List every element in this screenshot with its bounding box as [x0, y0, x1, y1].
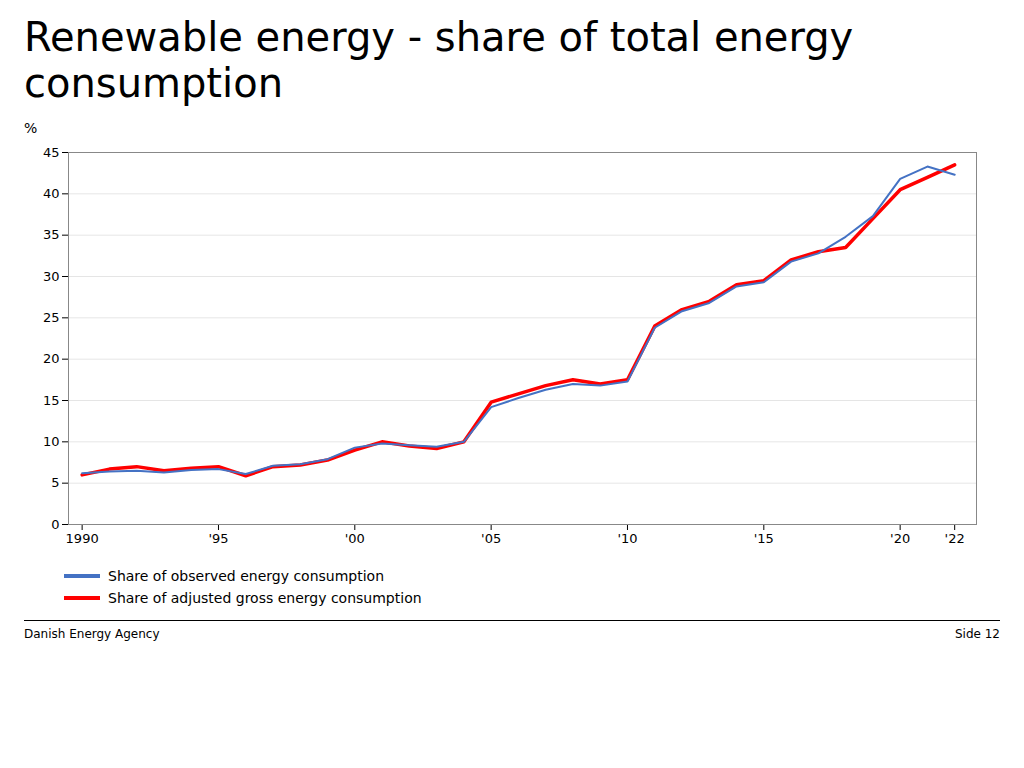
- svg-text:20: 20: [43, 351, 60, 366]
- svg-text:1990: 1990: [66, 531, 99, 546]
- svg-text:10: 10: [43, 434, 60, 449]
- svg-text:25: 25: [43, 310, 60, 325]
- svg-text:15: 15: [43, 393, 60, 408]
- svg-text:'22: '22: [945, 531, 965, 546]
- svg-text:'10: '10: [617, 531, 637, 546]
- svg-text:'15: '15: [754, 531, 774, 546]
- svg-text:'00: '00: [345, 531, 365, 546]
- html-text:Renewable energy - share of to: Renewable energy - share of total energy…: [24, 14, 854, 106]
- svg-text:'95: '95: [208, 531, 228, 546]
- svg-text:5: 5: [51, 475, 59, 490]
- svg-text:45: 45: [43, 145, 60, 160]
- svg-text:0: 0: [51, 517, 59, 532]
- svg-text:'05: '05: [481, 531, 501, 546]
- svg-text:30: 30: [43, 269, 60, 284]
- html-text:Side 12: Side 12: [955, 627, 1000, 641]
- html-text:Danish Energy Agency: Danish Energy Agency: [24, 627, 160, 641]
- svg-text:35: 35: [43, 227, 60, 242]
- html-text:Share of adjusted gross energy: Share of adjusted gross energy consumpti…: [108, 590, 422, 606]
- html-text:Share of observed energy consu: Share of observed energy consumption: [108, 568, 384, 584]
- svg-text:'20: '20: [890, 531, 910, 546]
- svg-text:40: 40: [43, 186, 60, 201]
